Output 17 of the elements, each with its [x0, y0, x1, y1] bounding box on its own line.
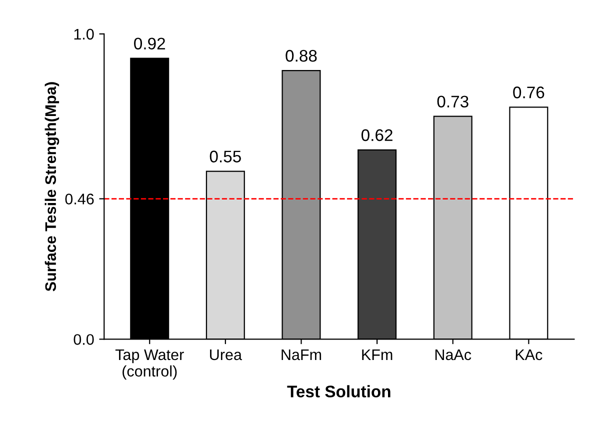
data-label: 0.73: [437, 96, 468, 108]
y-tick-label: 1.0: [74, 28, 94, 40]
data-label: 0.92: [134, 38, 165, 50]
y-axis-title: Surface Tesile Strength(Mpa): [44, 82, 60, 292]
x-tick-label: KFm: [362, 349, 392, 360]
data-label: 0.62: [361, 129, 392, 142]
y-tick-label: 0.0: [74, 334, 94, 345]
y-tick-label: 0.46: [65, 194, 94, 204]
data-label: 0.76: [513, 86, 544, 98]
data-label: 0.88: [286, 50, 317, 62]
data-label: 0.55: [210, 150, 241, 162]
x-axis-title: Test Solution: [287, 385, 390, 398]
x-tick-label: Urea: [210, 349, 242, 360]
x-tick-label: NaAc: [435, 349, 472, 360]
x-tick-label: NaFm: [282, 349, 322, 360]
x-tick-label: KAc: [516, 349, 542, 360]
x-tick-label: Tap Water (control): [115, 349, 184, 380]
